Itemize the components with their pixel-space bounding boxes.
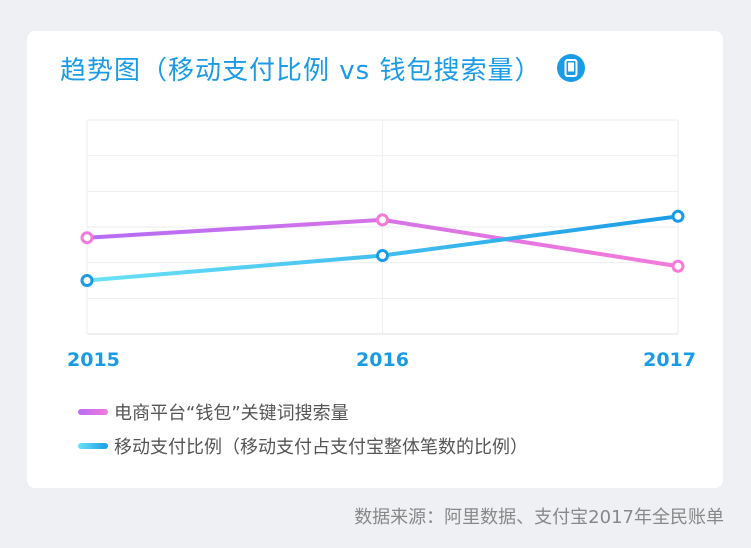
- legend: 电商平台“钱包”关键词搜索量 移动支付比例（移动支付占支付宝整体笔数的比例）: [78, 398, 528, 466]
- legend-label-mobile-payment: 移动支付比例（移动支付占支付宝整体笔数的比例）: [114, 437, 528, 458]
- legend-swatch-mobile-payment: [78, 443, 108, 449]
- data-point: [376, 213, 389, 227]
- data-point: [80, 231, 94, 245]
- data-point: [671, 209, 685, 223]
- grid-layer: [86, 119, 679, 335]
- chart-card: [27, 31, 723, 488]
- chart-title: 趋势图（移动支付比例 vs 钱包搜索量）: [60, 55, 542, 86]
- legend-item-search-volume: 电商平台“钱包”关键词搜索量: [78, 398, 528, 426]
- mobile-phone-icon: [557, 54, 586, 82]
- legend-label-search-volume: 电商平台“钱包”关键词搜索量: [114, 403, 349, 424]
- x-tick-label: 2016: [356, 349, 409, 371]
- legend-swatch-search-volume: [78, 409, 108, 415]
- data-point: [376, 249, 389, 263]
- legend-item-mobile-payment: 移动支付比例（移动支付占支付宝整体笔数的比例）: [78, 432, 528, 460]
- title-row: 趋势图（移动支付比例 vs 钱包搜索量）: [60, 50, 586, 86]
- x-tick-label: 2017: [643, 349, 696, 371]
- x-axis-ticks: 2015 2016 2017: [67, 349, 696, 371]
- data-source-note: 数据来源：阿里数据、支付宝2017年全民账单: [354, 507, 724, 528]
- data-point: [671, 259, 685, 273]
- series-markers: [80, 209, 685, 287]
- x-tick-label: 2015: [67, 349, 120, 371]
- data-point: [80, 274, 94, 287]
